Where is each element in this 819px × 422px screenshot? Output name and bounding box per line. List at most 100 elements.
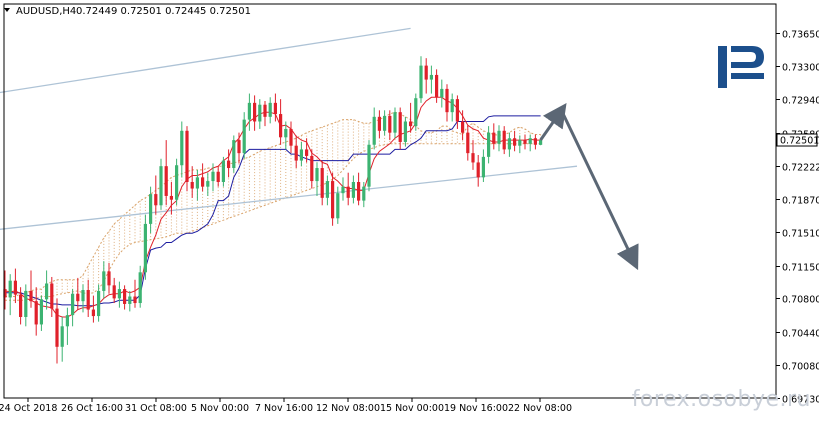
candle	[164, 140, 168, 206]
logo-bar	[731, 73, 764, 79]
ichimoku-cloud	[4, 111, 542, 301]
candle	[539, 140, 543, 146]
candle	[133, 279, 137, 308]
y-tick-label: 0.70440	[782, 329, 819, 340]
candle	[24, 284, 28, 327]
candle	[403, 116, 407, 147]
candle	[86, 279, 90, 317]
candle-body	[377, 116, 381, 131]
candle	[429, 65, 433, 94]
y-tick-label: 0.71150	[782, 263, 819, 274]
candle	[117, 281, 121, 308]
candle-body	[91, 309, 95, 317]
candle-body	[455, 99, 459, 122]
candle	[336, 186, 340, 224]
candle-body	[201, 177, 205, 187]
candle-body	[476, 162, 480, 178]
candle-body	[305, 149, 309, 156]
candle	[398, 107, 402, 150]
candle-body	[513, 138, 517, 146]
roboforex-logo-icon	[718, 46, 764, 88]
candle-body	[138, 272, 142, 304]
candle-body	[102, 271, 106, 291]
candle	[185, 126, 189, 192]
candle-body	[97, 290, 101, 317]
candle-body	[331, 181, 335, 219]
candle	[419, 56, 423, 103]
candle	[414, 93, 418, 131]
candle-body	[133, 296, 137, 304]
candle-body	[81, 290, 85, 302]
candle-body	[403, 121, 407, 142]
candle	[13, 268, 17, 304]
candle-body	[232, 140, 236, 169]
candle-body	[247, 102, 251, 120]
candle-body	[346, 186, 350, 198]
candle	[346, 172, 350, 206]
candle-body	[128, 296, 132, 304]
candle	[372, 107, 376, 150]
symbol-dropdown-icon[interactable]	[4, 8, 10, 12]
candle	[65, 307, 69, 345]
candle-body	[424, 65, 428, 80]
candle-body	[414, 98, 418, 127]
candle	[393, 107, 397, 139]
y-tick-label: 0.73300	[782, 63, 819, 74]
candle-body	[315, 168, 319, 182]
x-tick-label: 24 Oct 2018	[0, 403, 57, 414]
candle-body	[507, 138, 511, 150]
candle	[60, 317, 64, 362]
candle-body	[19, 294, 23, 317]
candle	[55, 298, 59, 364]
axes: 0.736500.733000.729400.725800.722220.718…	[0, 3, 819, 414]
candle	[325, 175, 329, 206]
candle	[221, 156, 225, 187]
candle	[169, 182, 173, 215]
candle	[518, 135, 522, 154]
current-price-tag	[776, 133, 818, 147]
candle-body	[284, 128, 288, 138]
candle-body	[481, 156, 485, 178]
trend-channel	[0, 27, 578, 230]
candle	[409, 102, 413, 133]
candle	[237, 132, 241, 164]
candle-body	[253, 102, 257, 122]
candle-body	[50, 283, 54, 309]
candle	[320, 160, 324, 206]
x-tick-label: 7 Nov 16:00	[255, 403, 313, 414]
candle	[76, 277, 80, 310]
current-price-label: 0.72501	[780, 136, 819, 147]
x-tick-label: 12 Nov 08:00	[316, 403, 380, 414]
candle-body	[419, 65, 423, 99]
forecast-down-segment	[560, 109, 639, 271]
candle-body	[55, 308, 59, 347]
candle	[513, 130, 517, 152]
candle-body	[409, 121, 413, 127]
candle	[284, 121, 288, 150]
candle	[341, 177, 345, 201]
candle-body	[65, 315, 69, 327]
candle	[476, 155, 480, 187]
candle-body	[211, 171, 215, 182]
candle-body	[3, 289, 7, 298]
candle	[331, 172, 335, 226]
y-tick-label: 0.70080	[782, 362, 819, 373]
candle	[424, 58, 428, 94]
candle-body	[216, 171, 220, 182]
candle	[71, 289, 75, 327]
ichimoku-lines	[4, 96, 541, 318]
candle	[112, 277, 116, 304]
x-tick-label: 5 Nov 00:00	[191, 403, 249, 414]
candle	[461, 110, 465, 141]
forecast-arrow	[539, 102, 639, 271]
x-tick-label: 19 Nov 16:00	[444, 403, 508, 414]
candle	[159, 158, 163, 210]
candle-body	[149, 194, 153, 224]
candle-body	[60, 326, 64, 347]
kijun-sen-line	[5, 115, 541, 307]
candle	[507, 132, 511, 157]
symbol-label: AUDUSD,H4	[16, 6, 76, 17]
candle	[466, 125, 470, 161]
